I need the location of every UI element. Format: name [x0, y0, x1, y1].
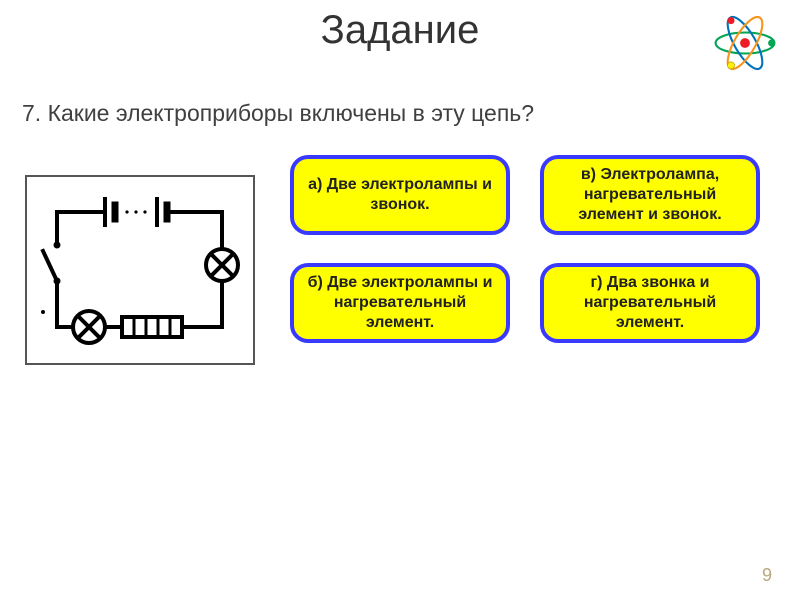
answers-row-1: а) Две электролампы и звонок. в) Электро… [290, 155, 780, 235]
atom-icon [710, 8, 780, 78]
answer-c[interactable]: в) Электролампа, нагревательный элемент … [540, 155, 760, 235]
answer-a[interactable]: а) Две электролампы и звонок. [290, 155, 510, 235]
answer-d[interactable]: г) Два звонка и нагревательный элемент. [540, 263, 760, 343]
answers-row-2: б) Две электролампы и нагревательный эле… [290, 263, 780, 343]
page-number: 9 [762, 565, 772, 586]
answers-grid: а) Две электролампы и звонок. в) Электро… [290, 155, 780, 371]
page-title: Задание [321, 8, 480, 53]
circuit-diagram [25, 175, 255, 365]
question-text: 7. Какие электроприборы включены в эту ц… [22, 100, 534, 127]
answer-b[interactable]: б) Две электролампы и нагревательный эле… [290, 263, 510, 343]
